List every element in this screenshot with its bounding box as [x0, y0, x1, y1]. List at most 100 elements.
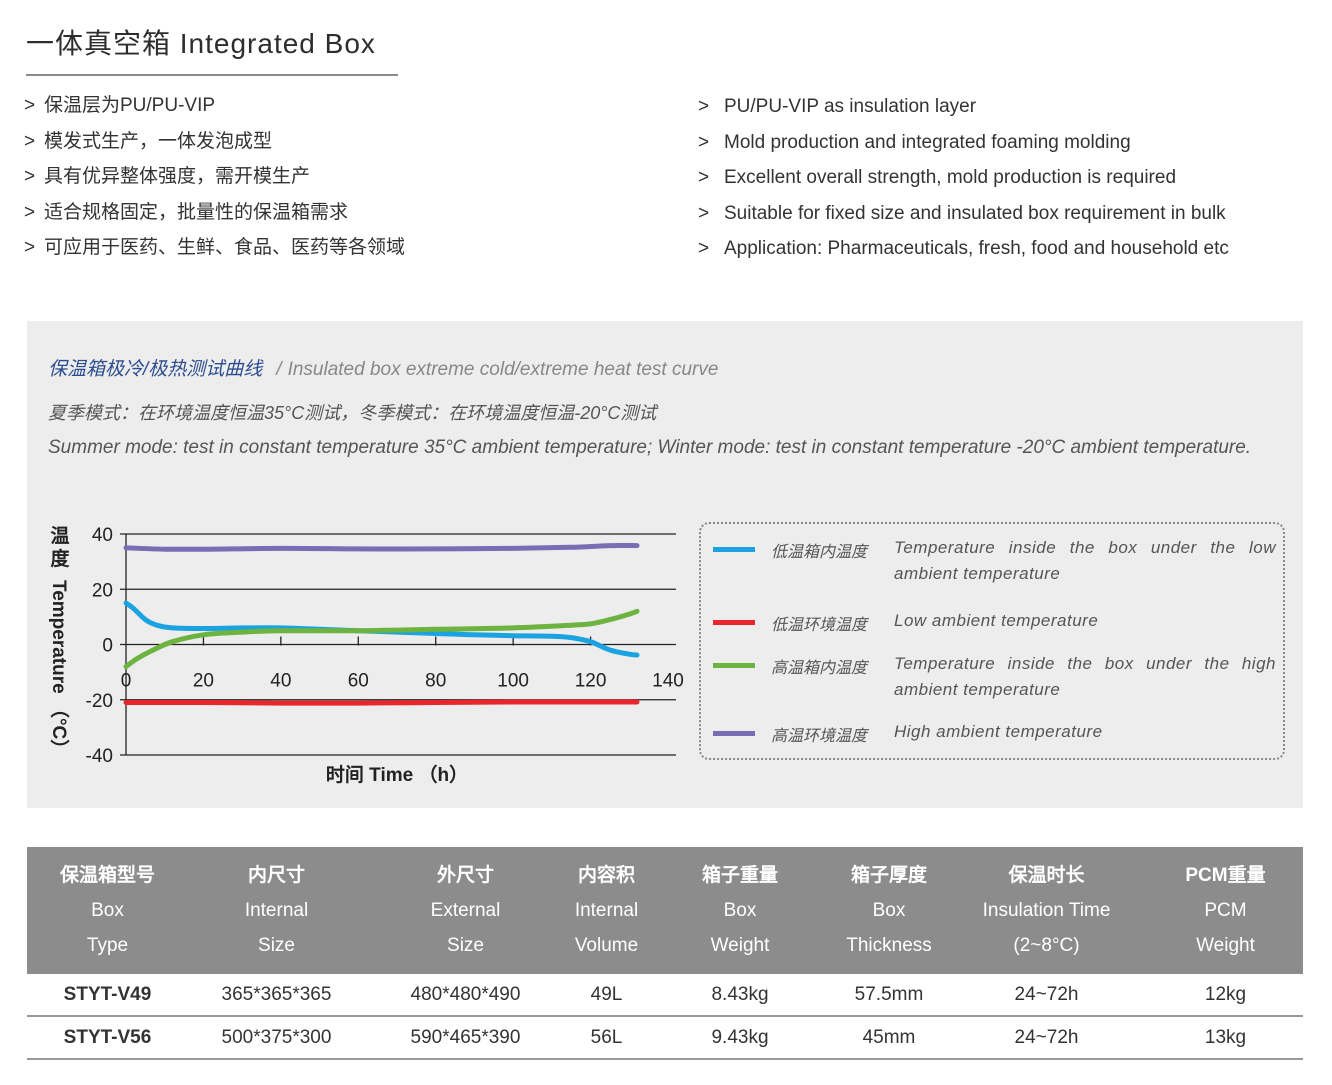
x-axis-label: 时间 Time （h） — [326, 763, 468, 786]
cell-internal-volume: 56L — [566, 1016, 647, 1060]
feature-text: Application: Pharmaceuticals, fresh, foo… — [724, 238, 1229, 259]
legend-label-cn: 低温环境温度 — [771, 617, 868, 634]
chart-legend: 低温箱内温度 Temperature inside the box under … — [699, 522, 1285, 760]
temperature-chart: 40 20 0 -20 -40 0 20 40 60 80 100 120 140 温度 Temperatu… — [48, 525, 684, 786]
bullet-marker: > — [698, 167, 710, 188]
x-tick-label: 20 — [193, 671, 214, 692]
cell-box-thickness: 45mm — [833, 1016, 945, 1060]
series-line — [123, 542, 640, 552]
column-header: 箱子厚度 Box Thickness — [846, 864, 932, 956]
legend-label-cn: 高温箱内温度 — [771, 660, 868, 677]
bullet-marker: > — [24, 201, 36, 223]
cell-pcm-weight: 13kg — [1148, 1016, 1303, 1060]
test-curve-panel: 保温箱极冷/极热测试曲线 / Insulated box extreme cold/… — [27, 321, 1303, 808]
cell-box-thickness: 57.5mm — [833, 974, 945, 1017]
cell-box-weight: 9.43kg — [647, 1016, 833, 1060]
features-list-cn: > 保温层为PU/PU-VIP > 模发式生产，一体发泡成型 > 具有优异整体强度，需… — [24, 88, 405, 266]
x-tick-label: 60 — [348, 671, 369, 692]
feature-item: > 具有优异整体强度，需开模生产 — [24, 159, 405, 195]
cell-external-size: 590*465*390 — [365, 1016, 566, 1060]
features-list-en: > PU/PU-VIP as insulation layer > Mold pro… — [698, 89, 1229, 267]
panel-heading: 保温箱极冷/极热测试曲线 / Insulated box extreme cold/… — [48, 354, 718, 381]
legend-swatch — [713, 731, 755, 736]
column-header: 内容积 Internal Volume — [574, 864, 639, 956]
panel-heading-en: Insulated box extreme cold/extreme heat … — [287, 359, 719, 380]
legend-swatch — [713, 620, 755, 625]
feature-text: Excellent overall strength, mold product… — [724, 167, 1177, 188]
feature-item: > 保温层为PU/PU-VIP — [24, 88, 405, 124]
feature-item: > 模发式生产，一体发泡成型 — [24, 124, 405, 160]
feature-item: > Suitable for fixed size and insulated b… — [698, 196, 1229, 232]
bullet-marker: > — [698, 238, 710, 259]
x-tick-label: 40 — [270, 671, 291, 692]
column-header: PCM重量 PCM Weight — [1185, 864, 1266, 956]
cell-pcm-weight: 12kg — [1148, 974, 1303, 1017]
panel-heading-separator: / — [276, 359, 282, 380]
x-tick-label: 100 — [497, 671, 529, 692]
column-header: 内尺寸 Internal Size — [244, 864, 309, 956]
feature-text: 可应用于医药、生鲜、食品、医药等各领域 — [44, 237, 406, 258]
feature-item: > PU/PU-VIP as insulation layer — [698, 89, 1229, 125]
feature-text: 适合规格固定，批量性的保温箱需求 — [44, 201, 349, 223]
legend-label-en: Low ambient temperature — [894, 611, 1099, 630]
legend-label-en: Temperature inside the box under the hig… — [894, 654, 1276, 699]
test-mode-description-en: Summer mode: test in constant temperatur… — [48, 437, 1252, 458]
column-header: 外尺寸 External Size — [430, 864, 501, 956]
feature-text: 模发式生产，一体发泡成型 — [44, 130, 273, 152]
feature-item: > Mold production and integrated foaming … — [698, 125, 1229, 161]
panel-heading-cn: 保温箱极冷/极热测试曲线 — [48, 359, 263, 380]
y-tick-label: 20 — [92, 580, 113, 601]
y-tick-label: 0 — [102, 636, 113, 657]
series-line — [123, 699, 640, 706]
bullet-marker: > — [24, 166, 36, 187]
feature-text: Mold production and integrated foaming m… — [724, 131, 1131, 153]
feature-text: 具有优异整体强度，需开模生产 — [44, 166, 311, 187]
column-header: 箱子重量 Box Weight — [701, 864, 778, 956]
table-header-row: 保温箱型号 Box Type 内尺寸 Internal Size 外尺寸 External… — [27, 847, 1303, 974]
legend-label-cn: 低温箱内温度 — [771, 544, 868, 561]
cell-internal-volume: 49L — [566, 974, 647, 1017]
bullet-marker: > — [698, 96, 710, 117]
bullet-marker: > — [24, 130, 36, 152]
test-mode-description-cn: 夏季模式：在环境温度恒温35°C测试，冬季模式：在环境温度恒温-20°C测试 — [48, 403, 657, 423]
y-tick-label: -40 — [86, 746, 113, 767]
cell-internal-size: 500*375*300 — [188, 1016, 365, 1060]
spec-table: 保温箱型号 Box Type 内尺寸 Internal Size 外尺寸 External… — [27, 847, 1303, 1060]
feature-text: PU/PU-VIP as insulation layer — [724, 96, 977, 117]
bullet-marker: > — [24, 237, 36, 258]
cell-box-type: STYT-V56 — [27, 1016, 188, 1060]
cell-box-weight: 8.43kg — [647, 974, 833, 1017]
feature-item: > Application: Pharmaceuticals, fresh, fo… — [698, 231, 1229, 267]
cell-external-size: 480*480*490 — [365, 974, 566, 1017]
table-row: STYT-V56 500*375*300 590*465*390 56L 9.4… — [27, 1016, 1303, 1060]
bullet-marker: > — [698, 202, 710, 224]
series-line — [123, 608, 640, 670]
bullet-marker: > — [698, 131, 710, 153]
legend-swatch — [713, 663, 755, 668]
y-tick-label: -20 — [86, 691, 113, 712]
y-axis-label-cn: 温 — [50, 525, 69, 547]
cell-box-type: STYT-V49 — [27, 974, 188, 1017]
feature-item: > Excellent overall strength, mold produc… — [698, 160, 1229, 196]
title-divider — [26, 74, 398, 76]
cell-insulation-time: 24~72h — [945, 1016, 1148, 1060]
feature-text: Suitable for fixed size and insulated bo… — [724, 202, 1226, 224]
legend-swatch — [713, 547, 755, 552]
table-row: STYT-V49 365*365*365 480*480*490 49L 8.4… — [27, 974, 1303, 1017]
legend-label-en: High ambient temperature — [894, 722, 1103, 741]
feature-item: > 适合规格固定，批量性的保温箱需求 — [24, 195, 405, 231]
legend-label-en: Temperature inside the box under the low… — [894, 538, 1276, 583]
column-header: 保温箱型号 Box Type — [59, 864, 155, 956]
y-axis-label-en: Temperature （°C） — [48, 580, 71, 758]
legend-label-cn: 高温环境温度 — [771, 728, 868, 745]
cell-internal-size: 365*365*365 — [188, 974, 365, 1017]
page-title: 一体真空箱 Integrated Box — [26, 28, 376, 59]
cell-insulation-time: 24~72h — [945, 974, 1148, 1017]
x-tick-label: 80 — [425, 671, 446, 692]
x-tick-label: 120 — [575, 671, 607, 692]
y-axis-label-cn: 度 — [50, 547, 70, 570]
feature-item: > 可应用于医药、生鲜、食品、医药等各领域 — [24, 230, 405, 266]
feature-text: 保温层为PU/PU-VIP — [44, 95, 216, 116]
x-tick-label: 0 — [121, 671, 132, 692]
x-tick-label: 140 — [652, 671, 684, 692]
